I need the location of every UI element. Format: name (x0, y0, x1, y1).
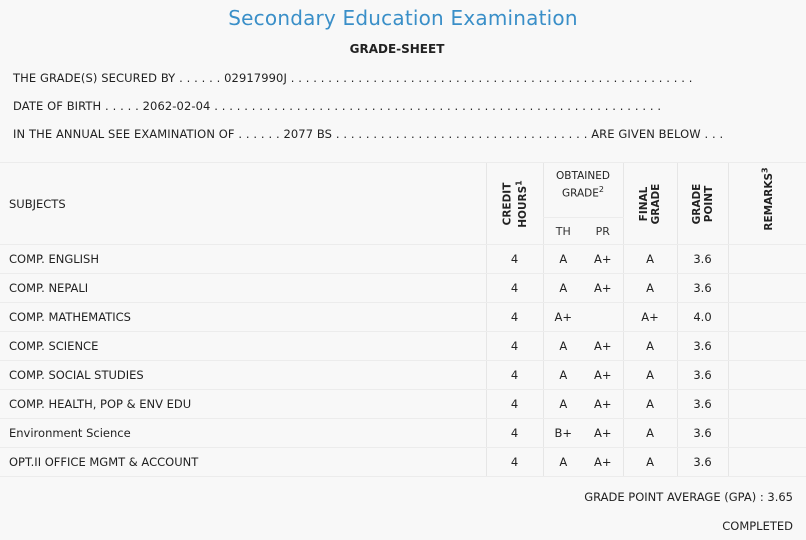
gpa-summary: GRADE POINT AVERAGE (GPA) : 3.65 (584, 490, 793, 504)
cell-grade-point: 3.6 (676, 389, 728, 419)
cell-grade-point: 3.6 (676, 360, 728, 390)
table-subheader-row: TH PR (0, 217, 806, 245)
cell-final-grade: A (622, 418, 677, 448)
cell-remarks (727, 302, 806, 332)
cell-grade-point: 3.6 (676, 418, 728, 448)
cell-subject: COMP. ENGLISH (0, 244, 486, 274)
table-row: COMP. SOCIAL STUDIES 4 A A+ A 3.6 (0, 360, 806, 390)
cell-subject: OPT.II OFFICE MGMT & ACCOUNT (0, 447, 486, 477)
cell-th-grade: A+ (542, 302, 583, 332)
cell-th-grade: A (542, 447, 583, 477)
header-final-grade: FINAL GRADE (622, 162, 677, 245)
cell-subject: COMP. MATHEMATICS (0, 302, 486, 332)
page-title: Secondary Education Examination (228, 6, 578, 30)
table-row: COMP. ENGLISH 4 A A+ A 3.6 (0, 244, 806, 274)
header-remarks: REMARKS3 (727, 162, 806, 245)
cell-final-grade: A (622, 331, 677, 361)
info-date-of-birth: DATE OF BIRTH . . . . . 2062-02-04 . . .… (13, 99, 662, 113)
cell-pr-grade: A+ (583, 447, 623, 477)
cell-final-grade: A (622, 447, 677, 477)
cell-th-grade: A (542, 360, 583, 390)
cell-th-grade: A (542, 244, 583, 274)
cell-credit-hours: 4 (485, 447, 543, 477)
cell-th-grade: A (542, 331, 583, 361)
table-row: COMP. NEPALI 4 A A+ A 3.6 (0, 273, 806, 303)
cell-final-grade: A+ (622, 302, 677, 332)
cell-remarks (727, 447, 806, 477)
cell-grade-point: 4.0 (676, 302, 728, 332)
table-row: COMP. HEALTH, POP & ENV EDU 4 A A+ A 3.6 (0, 389, 806, 419)
cell-pr-grade (583, 302, 623, 332)
header-th: TH (542, 217, 583, 245)
header-obtained-grade: OBTAINED GRADE2 (542, 162, 623, 218)
page-subtitle: GRADE-SHEET (349, 42, 445, 56)
cell-remarks (727, 418, 806, 448)
cell-pr-grade: A+ (583, 360, 623, 390)
cell-subject: COMP. HEALTH, POP & ENV EDU (0, 389, 486, 419)
cell-pr-grade: A+ (583, 389, 623, 419)
cell-credit-hours: 4 (485, 418, 543, 448)
result-status: COMPLETED (722, 519, 793, 533)
cell-pr-grade: A+ (583, 244, 623, 274)
cell-remarks (727, 331, 806, 361)
table-row: COMP. SCIENCE 4 A A+ A 3.6 (0, 331, 806, 361)
header-pr: PR (583, 217, 623, 245)
cell-credit-hours: 4 (485, 389, 543, 419)
cell-final-grade: A (622, 273, 677, 303)
cell-pr-grade: A+ (583, 273, 623, 303)
cell-remarks (727, 244, 806, 274)
cell-grade-point: 3.6 (676, 331, 728, 361)
cell-final-grade: A (622, 360, 677, 390)
cell-remarks (727, 389, 806, 419)
cell-credit-hours: 4 (485, 273, 543, 303)
cell-pr-grade: A+ (583, 418, 623, 448)
table-row: COMP. MATHEMATICS 4 A+ A+ 4.0 (0, 302, 806, 332)
cell-th-grade: B+ (542, 418, 583, 448)
cell-grade-point: 3.6 (676, 273, 728, 303)
grade-table: SUBJECTS CREDIT HOURS1 OBTAINED GRADE2 FIN… (0, 162, 806, 477)
cell-grade-point: 3.6 (676, 244, 728, 274)
cell-credit-hours: 4 (485, 331, 543, 361)
cell-subject: COMP. SOCIAL STUDIES (0, 360, 486, 390)
info-grade-secured-by: THE GRADE(S) SECURED BY . . . . . . 0291… (13, 71, 693, 85)
info-examination: IN THE ANNUAL SEE EXAMINATION OF . . . .… (13, 127, 724, 141)
cell-th-grade: A (542, 273, 583, 303)
cell-remarks (727, 273, 806, 303)
cell-credit-hours: 4 (485, 244, 543, 274)
cell-credit-hours: 4 (485, 360, 543, 390)
cell-final-grade: A (622, 389, 677, 419)
cell-final-grade: A (622, 244, 677, 274)
cell-subject: COMP. NEPALI (0, 273, 486, 303)
cell-subject: COMP. SCIENCE (0, 331, 486, 361)
table-row: Environment Science 4 B+ A+ A 3.6 (0, 418, 806, 448)
header-subjects: SUBJECTS (0, 162, 486, 245)
header-credit-hours: CREDIT HOURS1 (485, 162, 543, 245)
cell-subject: Environment Science (0, 418, 486, 448)
cell-th-grade: A (542, 389, 583, 419)
cell-grade-point: 3.6 (676, 447, 728, 477)
cell-pr-grade: A+ (583, 331, 623, 361)
table-header-row: SUBJECTS CREDIT HOURS1 OBTAINED GRADE2 FIN… (0, 162, 806, 245)
cell-remarks (727, 360, 806, 390)
header-grade-point: GRADE POINT (676, 162, 728, 245)
table-row: OPT.II OFFICE MGMT & ACCOUNT 4 A A+ A 3.6 (0, 447, 806, 477)
cell-credit-hours: 4 (485, 302, 543, 332)
